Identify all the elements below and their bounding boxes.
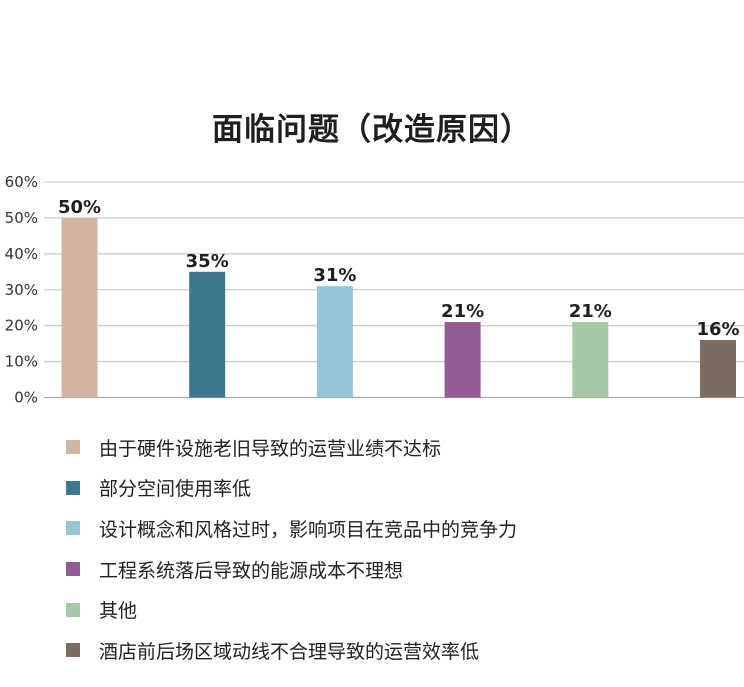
legend-swatch (66, 562, 80, 577)
legend-item: 其他 (66, 589, 517, 630)
data-label: 16% (696, 319, 739, 340)
legend-item: 部分空间使用率低 (66, 468, 517, 509)
legend-swatch (66, 440, 80, 455)
bar (444, 322, 481, 398)
legend-swatch (66, 521, 80, 536)
bar (572, 322, 609, 398)
legend-label: 酒店前后场区域动线不合理导致的运营效率低 (99, 640, 480, 663)
bar (700, 340, 736, 398)
legend-swatch (66, 643, 80, 658)
y-tick-label: 10% (5, 353, 38, 371)
y-tick-label: 60% (5, 173, 38, 191)
data-labels: 50% 35% 31% 21% 21% 16% (58, 197, 740, 340)
legend-item: 由于硬件设施老旧导致的运营业绩不达标 (66, 427, 517, 468)
legend-swatch (66, 602, 80, 617)
bar (316, 286, 353, 398)
data-label: 21% (441, 301, 484, 322)
data-label: 50% (58, 197, 101, 218)
legend-label: 设计概念和风格过时，影响项目在竞品中的竞争力 (99, 518, 518, 541)
y-tick-label: 20% (5, 317, 38, 335)
bars (61, 217, 736, 398)
gridlines (44, 181, 744, 399)
bar (61, 217, 98, 398)
legend-label: 工程系统落后导致的能源成本不理想 (99, 559, 404, 582)
data-label: 35% (186, 251, 229, 272)
bar (189, 271, 226, 398)
legend-label: 部分空间使用率低 (99, 478, 252, 501)
y-axis-tick-labels: 0% 10% 20% 30% 40% 50% 60% (5, 173, 38, 407)
legend-label: 由于硬件设施老旧导致的运营业绩不达标 (99, 437, 442, 460)
y-tick-label: 30% (5, 281, 38, 299)
legend-swatch (66, 480, 80, 495)
y-tick-label: 40% (5, 245, 38, 263)
y-tick-label: 50% (5, 209, 38, 227)
data-label: 31% (313, 265, 356, 286)
legend: 由于硬件设施老旧导致的运营业绩不达标 部分空间使用率低设计概念和风格过时，影响项目… (66, 427, 517, 671)
legend-item: 酒店前后场区域动线不合理导致的运营效率低 (66, 630, 517, 671)
bar-chart: 0% 10% 20% 30% 40% 50% 60% 50% 35% 31% 21% 21% 16% (5, 173, 744, 407)
legend-item: 设计概念和风格过时，影响项目在竞品中的竞争力 (66, 508, 517, 549)
data-label: 21% (569, 301, 612, 322)
y-tick-label: 0% (14, 389, 38, 407)
chart-title: 面临问题（改造原因） (212, 112, 532, 148)
legend-label: 其他 (99, 600, 138, 623)
legend-item: 工程系统落后导致的能源成本不理想 (66, 549, 517, 590)
